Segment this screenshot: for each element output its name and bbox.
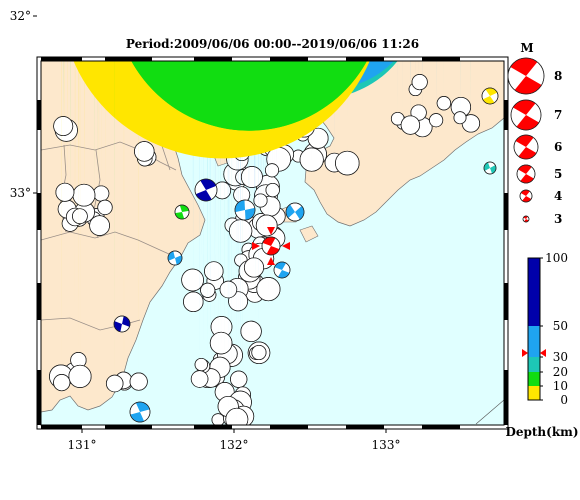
main-event-arrow <box>282 242 290 250</box>
focal-mechanism-event <box>251 61 267 361</box>
focal-mechanism-event <box>204 61 224 281</box>
focal-mechanism-event <box>256 61 281 302</box>
magnitude-legend-symbol <box>510 99 542 131</box>
longitude-tick-label: 133° <box>372 438 401 452</box>
focal-mechanism-event <box>225 61 394 425</box>
focal-mechanism-event <box>113 315 131 333</box>
focal-mechanism-event <box>483 161 497 175</box>
focal-mechanism-event <box>453 61 467 125</box>
plate-boundary <box>475 399 504 425</box>
focal-mechanism-layer <box>49 61 499 425</box>
focal-mechanism-event <box>411 61 428 91</box>
depth-scale-segment <box>528 326 540 357</box>
main-event-beachball <box>261 236 281 256</box>
depth-scale-segment <box>528 372 540 386</box>
focal-mechanism-event <box>335 61 360 176</box>
focal-mechanism-event <box>190 61 354 388</box>
depth-scale-tick-label: 20 <box>553 365 568 379</box>
longitude-tick-label: 131° <box>68 438 97 452</box>
focal-mechanism-event <box>174 204 190 220</box>
focal-mechanism-event <box>429 61 444 128</box>
focal-mechanism-event <box>105 61 367 393</box>
focal-mechanism-event <box>89 61 110 236</box>
focal-mechanism-event <box>129 61 364 391</box>
latitude-tick-label: 33° <box>10 186 31 200</box>
magnitude-legend-symbol <box>519 189 533 203</box>
depth-scale-segment <box>528 258 540 326</box>
depth-scale-tick-label: 100 <box>545 251 568 265</box>
magnitude-legend-symbol <box>522 215 530 223</box>
magnitude-legend-label: 7 <box>554 108 562 122</box>
depth-scale-tick-label: 0 <box>560 393 568 407</box>
map-title: Period:2009/06/06 00:00--2019/06/06 11:2… <box>125 37 420 51</box>
main-event-marker <box>252 227 290 265</box>
magnitude-legend-label: 5 <box>554 167 562 181</box>
depth-marker-right <box>540 349 546 357</box>
focal-mechanism-event <box>53 61 74 137</box>
map-frame <box>36 56 509 430</box>
focal-mechanism-event <box>273 261 291 279</box>
focal-mechanism-event <box>265 61 280 198</box>
focal-mechanism-event <box>400 61 421 135</box>
focal-mechanism-event <box>285 202 305 222</box>
magnitude-legend-symbol <box>516 164 536 184</box>
magnitude-legend-title: M <box>520 41 533 55</box>
magnitude-legend-label: 6 <box>554 140 562 154</box>
focal-mechanism-event <box>253 61 268 208</box>
focal-mechanism-event <box>209 61 233 355</box>
magnitude-legend: 8 7 6 5 4 3 <box>507 57 562 226</box>
depth-scale-segment <box>528 386 540 400</box>
focal-mechanism-event <box>55 61 75 202</box>
magnitude-legend-label: 3 <box>554 212 562 226</box>
focal-mechanism-event <box>450 61 472 118</box>
magnitude-legend-symbol <box>513 134 539 160</box>
depth-scale-tick-label: 10 <box>553 379 568 393</box>
magnitude-legend-label: 4 <box>554 189 562 203</box>
depth-scale-title: Depth(km) <box>505 425 578 439</box>
depth-scale-tick-label: 50 <box>553 319 568 333</box>
focal-mechanism-event <box>481 87 499 105</box>
focal-mechanism-event <box>181 61 204 292</box>
focal-mechanism-event <box>240 61 262 343</box>
longitude-tick-label: 132° <box>220 438 249 452</box>
focal-mechanism-event <box>436 61 452 111</box>
main-event-arrow <box>252 242 260 250</box>
latitude-tick-label: 32° <box>10 9 31 23</box>
magnitude-legend-symbol <box>507 57 545 95</box>
main-event-arrow <box>267 257 275 265</box>
island <box>299 225 319 243</box>
focal-mechanism-event <box>243 61 265 278</box>
focal-mechanism-event <box>264 61 280 178</box>
focal-mechanism-event <box>299 61 324 172</box>
focal-mechanism-event <box>194 178 218 202</box>
depth-scale-segment <box>528 357 540 372</box>
depth-scale-tick-label: 30 <box>553 350 568 364</box>
focal-mechanism-event <box>167 250 183 266</box>
focal-mechanism-event <box>129 401 151 423</box>
focal-mechanism-event <box>72 61 171 225</box>
magnitude-legend-label: 8 <box>554 69 562 83</box>
focal-mechanism-event <box>53 61 370 392</box>
focal-mechanism-event <box>234 199 256 221</box>
main-event-arrow <box>267 227 275 235</box>
depth-marker-left <box>522 349 528 357</box>
